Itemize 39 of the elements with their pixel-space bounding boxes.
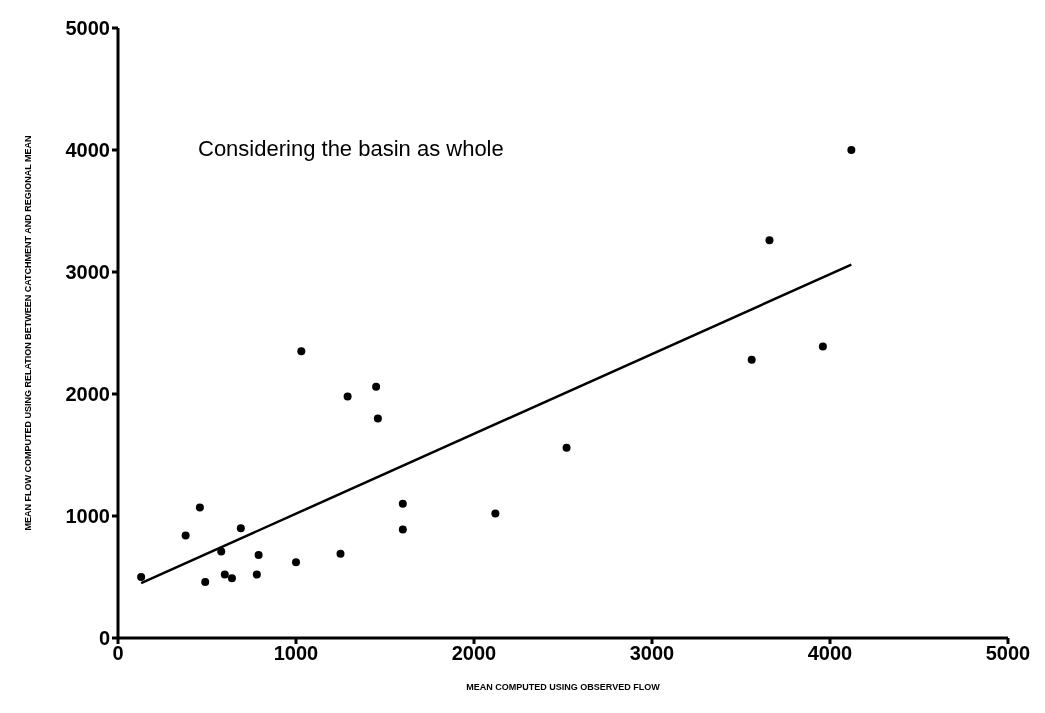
point — [201, 577, 210, 586]
point — [297, 347, 306, 356]
y-tick-label: 0 — [98, 627, 110, 650]
point — [373, 414, 382, 423]
point — [195, 503, 204, 512]
y-tick-label: 1000 — [65, 505, 110, 528]
point — [818, 342, 827, 351]
point — [137, 573, 146, 581]
x-tick-label: 3000 — [629, 642, 675, 665]
x-tick-label: 5000 — [985, 642, 1031, 665]
point — [292, 558, 300, 567]
point — [562, 443, 571, 452]
y-tick-label: 3000 — [65, 261, 110, 284]
point — [220, 570, 229, 579]
point — [765, 236, 774, 245]
point — [372, 382, 381, 391]
x-tick-label: 0 — [112, 642, 124, 665]
y-tick-label: 2000 — [65, 383, 110, 406]
point — [252, 570, 261, 579]
point — [491, 509, 500, 518]
point — [343, 392, 352, 401]
point — [254, 551, 263, 560]
y-tick-label: 4000 — [65, 139, 110, 162]
x-tick-label: 1000 — [273, 642, 319, 665]
point — [181, 531, 190, 540]
point — [336, 549, 345, 558]
point — [217, 547, 226, 556]
annotation: Considering the basin as whole — [198, 136, 504, 162]
y-axis-title: MEAN FLOW COMPUTED USING RELATION BETWEEN CATCHMENT AND REGIONAL MEAN — [23, 135, 34, 531]
point — [398, 525, 407, 534]
x-axis-title: MEAN COMPUTED USING OBSERVED FLOW — [466, 682, 661, 692]
point — [847, 146, 856, 154]
y-tick-label: 5000 — [65, 17, 110, 40]
point — [398, 499, 407, 508]
point — [747, 355, 756, 364]
x-tick-label: 2000 — [451, 642, 497, 665]
point — [236, 524, 245, 533]
point — [227, 574, 236, 583]
x-tick-label: 4000 — [807, 642, 853, 665]
